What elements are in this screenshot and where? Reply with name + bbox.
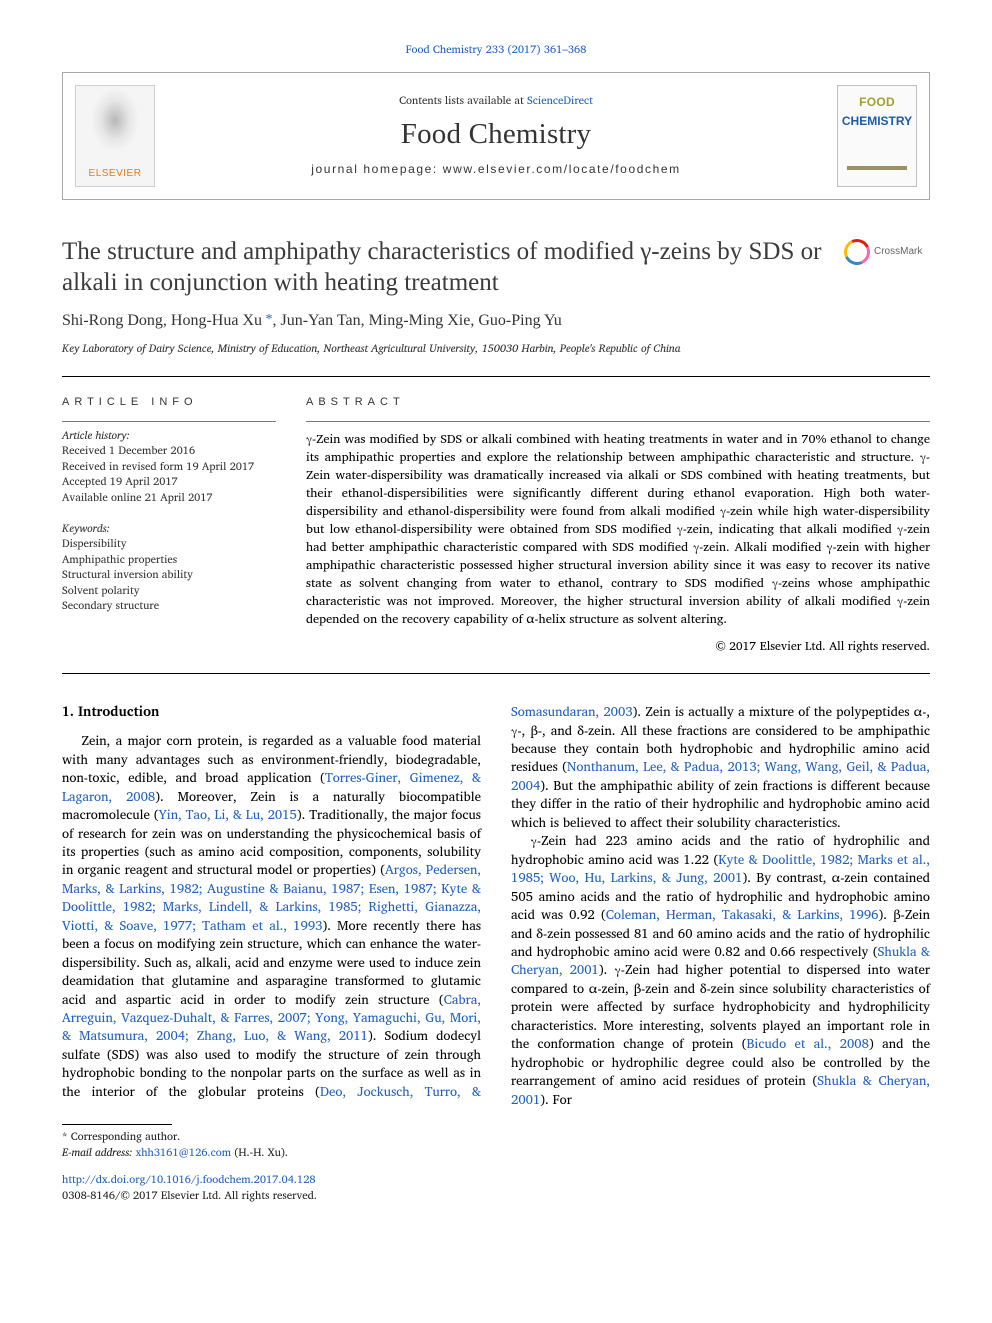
article-history: Article history: Received 1 December 201… <box>62 428 276 505</box>
cover-divider <box>847 166 907 170</box>
journal-header-center: Contents lists available at ScienceDirec… <box>167 73 825 199</box>
homepage-url[interactable]: www.elsevier.com/locate/foodchem <box>443 162 681 176</box>
email-label: E-mail address: <box>62 1143 136 1161</box>
publisher-logo-cell: ELSEVIER <box>63 73 167 199</box>
citation-link[interactable]: Food Chemistry 233 (2017) 361–368 <box>406 40 587 58</box>
paper-title: The structure and amphipathy characteris… <box>62 236 832 299</box>
affiliation: Key Laboratory of Dairy Science, Ministr… <box>62 341 930 357</box>
text: ). For <box>540 1088 572 1110</box>
footnotes: * Corresponding author. E-mail address: … <box>62 1129 930 1160</box>
article-info-column: article info Article history: Received 1… <box>62 395 276 655</box>
abstract-column: abstract γ-Zein was modified by SDS or a… <box>306 395 930 655</box>
section-heading-1: 1. Introduction <box>62 702 481 721</box>
email-suffix: (H.-H. Xu). <box>231 1143 288 1161</box>
contents-lists-line: Contents lists available at ScienceDirec… <box>167 93 825 109</box>
author-corresponding: Hong-Hua Xu <box>171 312 262 329</box>
copyright-line: © 2017 Elsevier Ltd. All rights reserved… <box>306 638 930 655</box>
email-line: E-mail address: xhh3161@126.com (H.-H. X… <box>62 1145 930 1161</box>
journal-cover-cell: FOOD CHEMISTRY <box>825 73 929 199</box>
text: ). But the amphipathic ability of zein f… <box>511 774 930 833</box>
elsevier-logo[interactable]: ELSEVIER <box>75 85 155 187</box>
sciencedirect-link[interactable]: ScienceDirect <box>527 91 593 109</box>
issn-copyright: 0308-8146/© 2017 Elsevier Ltd. All right… <box>62 1188 930 1204</box>
crossmark-label: CrossMark <box>874 245 922 259</box>
crossmark-badge[interactable]: CrossMark <box>844 236 930 268</box>
body-columns: 1. Introduction Zein, a major corn prote… <box>62 702 930 1108</box>
corresponding-mark[interactable]: * <box>262 312 273 327</box>
footnote-separator <box>62 1124 172 1125</box>
post-abstract-rule <box>62 673 930 674</box>
email-link[interactable]: xhh3161@126.com <box>136 1143 231 1161</box>
doi-block: http://dx.doi.org/10.1016/j.foodchem.201… <box>62 1172 930 1203</box>
homepage-prefix: journal homepage: <box>311 162 443 176</box>
journal-header: ELSEVIER Contents lists available at Sci… <box>62 72 930 200</box>
info-rule <box>62 421 276 422</box>
journal-homepage-line: journal homepage: www.elsevier.com/locat… <box>167 161 825 178</box>
abstract-text: γ-Zein was modified by SDS or alkali com… <box>306 430 930 628</box>
author-list: Shi-Rong Dong, Hong-Hua Xu *, Jun-Yan Ta… <box>62 310 930 333</box>
journal-cover[interactable]: FOOD CHEMISTRY <box>837 85 917 187</box>
intro-paragraph-2: γ-Zein had 223 amino acids and the ratio… <box>511 831 930 1108</box>
cover-word2: CHEMISTRY <box>842 113 912 130</box>
author: Shi-Rong Dong, <box>62 312 171 329</box>
citation-line: Food Chemistry 233 (2017) 361–368 <box>62 42 930 58</box>
keywords-block: Keywords: Dispersibility Amphipathic pro… <box>62 521 276 613</box>
cover-word1: FOOD <box>859 94 895 111</box>
keyword: Secondary structure <box>62 598 276 613</box>
author: , Jun-Yan Tan, Ming-Ming Xie, Guo-Ping Y… <box>273 312 562 329</box>
abstract-heading: abstract <box>306 395 930 411</box>
journal-title: Food Chemistry <box>167 114 825 155</box>
history-online: Available online 21 April 2017 <box>62 490 276 505</box>
abstract-rule <box>306 421 930 422</box>
article-info-heading: article info <box>62 395 276 411</box>
crossmark-icon <box>840 235 873 268</box>
contents-prefix: Contents lists available at <box>399 91 527 109</box>
